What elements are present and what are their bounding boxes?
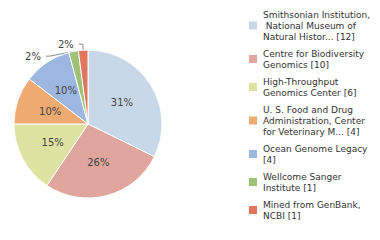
svg-text:Mined from GenBank,: Mined from GenBank, bbox=[263, 200, 363, 210]
svg-text:High-Throughput: High-Throughput bbox=[263, 77, 341, 87]
svg-text:Institute [1]: Institute [1] bbox=[263, 183, 316, 193]
svg-text:10%: 10% bbox=[39, 106, 61, 117]
svg-text:U. S. Food and Drug: U. S. Food and Drug bbox=[263, 105, 356, 115]
svg-text:15%: 15% bbox=[42, 137, 64, 148]
svg-text:Smithsonian Institution,: Smithsonian Institution, bbox=[263, 10, 370, 20]
svg-text:2%: 2% bbox=[58, 39, 74, 50]
svg-text:[4]: [4] bbox=[263, 155, 276, 165]
svg-text:Wellcome Sanger: Wellcome Sanger bbox=[263, 172, 344, 182]
svg-text:Ocean Genome Legacy: Ocean Genome Legacy bbox=[263, 144, 370, 154]
svg-text:31%: 31% bbox=[111, 97, 133, 108]
svg-text:Centre for Biodiversity: Centre for Biodiversity bbox=[263, 49, 367, 59]
svg-text:Natural Histor... [12]: Natural Histor... [12] bbox=[263, 32, 355, 42]
svg-text:26%: 26% bbox=[87, 157, 109, 168]
svg-text:10%: 10% bbox=[55, 85, 77, 96]
svg-text:Administration, Center: Administration, Center bbox=[263, 116, 368, 126]
svg-text:2%: 2% bbox=[25, 51, 41, 62]
svg-text:NCBI [1]: NCBI [1] bbox=[263, 211, 300, 221]
svg-text:Genomics [10]: Genomics [10] bbox=[263, 60, 329, 70]
svg-text:Genomics Center [6]: Genomics Center [6] bbox=[263, 88, 356, 98]
svg-text:National Museum of: National Museum of bbox=[263, 21, 359, 31]
svg-text:for Veterinary M... [4]: for Veterinary M... [4] bbox=[263, 127, 360, 137]
